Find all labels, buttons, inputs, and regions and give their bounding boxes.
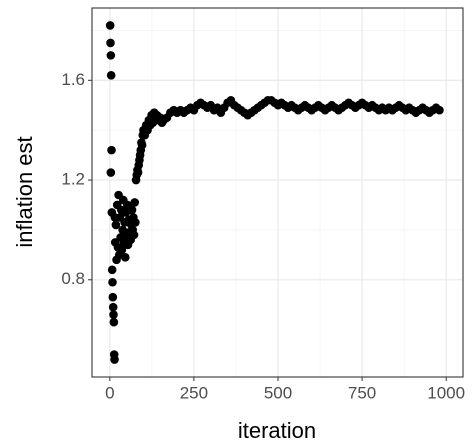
x-tick-label: 250 (180, 383, 208, 402)
point (111, 220, 121, 230)
y-tick-label: 0.8 (61, 269, 85, 288)
point (106, 38, 115, 48)
point (110, 355, 119, 364)
point (137, 140, 147, 150)
point (107, 145, 116, 155)
point (105, 21, 115, 30)
y-tick-label: 1.2 (61, 170, 85, 189)
point (107, 265, 117, 275)
point (129, 230, 139, 240)
point (130, 198, 140, 207)
point (131, 218, 140, 227)
x-tick-label: 500 (264, 383, 292, 402)
point (108, 292, 118, 302)
point (120, 253, 130, 262)
point (109, 310, 118, 319)
point (108, 277, 117, 287)
point (127, 205, 137, 215)
x-tick-label: 0 (105, 383, 114, 402)
x-tick-label: 1000 (427, 383, 465, 402)
point (106, 168, 116, 177)
point (117, 245, 127, 255)
x-tick-label: 750 (348, 383, 376, 402)
x-axis-title: iteration (238, 418, 316, 443)
point (108, 302, 118, 312)
point (133, 168, 143, 177)
point (435, 105, 444, 115)
panel-border (91, 7, 464, 378)
point (106, 51, 116, 60)
point (106, 71, 116, 80)
y-axis-title: inflation est (12, 136, 37, 247)
y-tick-label: 1.6 (61, 70, 85, 89)
point (109, 317, 119, 327)
